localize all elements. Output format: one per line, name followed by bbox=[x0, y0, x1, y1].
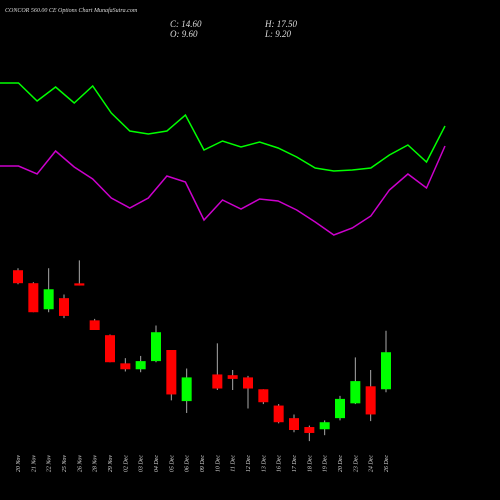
line bbox=[0, 82, 446, 172]
x-tick-label: 13 Dec bbox=[261, 455, 267, 472]
x-tick-label: 17 Dec bbox=[292, 455, 298, 472]
chart-title: CONCOR 560.00 CE Options Chart MunafaSut… bbox=[5, 7, 138, 14]
x-tick-label: 19 Dec bbox=[323, 455, 329, 472]
candle-body bbox=[120, 363, 131, 370]
candle-body bbox=[243, 377, 253, 389]
candle-body bbox=[227, 375, 238, 379]
x-tick-label: 24 Dec bbox=[368, 455, 375, 472]
candle-body bbox=[258, 389, 269, 403]
candle-body bbox=[273, 405, 284, 423]
x-tick-label: 26 Dec bbox=[384, 455, 390, 472]
x-tick-label: 28 Nov bbox=[93, 455, 99, 473]
x-tick-label: 23 Dec bbox=[353, 455, 359, 472]
x-tick-label: 12 Dec bbox=[246, 455, 252, 472]
x-tick-label: 20 Dec bbox=[338, 455, 344, 472]
x-tick-label: 04 Dec bbox=[153, 455, 160, 472]
candle-body bbox=[43, 289, 54, 310]
x-tick-label: 25 Nov bbox=[62, 455, 68, 473]
x-tick-label: 11 Dec bbox=[231, 455, 237, 472]
x-tick-label: 21 Nov bbox=[31, 455, 37, 473]
line bbox=[0, 145, 446, 236]
x-tick-label: 29 Nov bbox=[108, 455, 114, 473]
ohlc-label: L: 9.20 bbox=[264, 29, 292, 39]
x-tick-label: 22 Nov bbox=[47, 455, 53, 473]
candle-body bbox=[289, 418, 299, 430]
candle-body bbox=[151, 332, 161, 362]
x-tick-label: 02 Dec bbox=[123, 455, 129, 472]
candle-body bbox=[89, 320, 100, 330]
x-tick-label: 20 Nov bbox=[16, 455, 22, 473]
candle-body bbox=[212, 374, 223, 389]
x-tick-label: 06 Dec bbox=[185, 455, 191, 472]
ohlc-label: C: 14.60 bbox=[170, 19, 202, 29]
x-tick-label: 03 Dec bbox=[139, 455, 145, 472]
candle-body bbox=[28, 283, 39, 313]
candle-body bbox=[181, 377, 192, 402]
x-tick-label: 09 Dec bbox=[200, 455, 206, 472]
candle-body bbox=[365, 386, 376, 415]
candle-body bbox=[335, 398, 345, 419]
candle-body bbox=[135, 361, 146, 370]
candle-body bbox=[319, 422, 330, 430]
candle-body bbox=[381, 352, 391, 390]
x-tick-label: 05 Dec bbox=[169, 455, 175, 472]
candle-body bbox=[304, 427, 315, 433]
ohlc-label: H: 17.50 bbox=[264, 19, 297, 29]
candle-body bbox=[59, 298, 69, 316]
candle-body bbox=[166, 350, 177, 395]
candle-body bbox=[105, 335, 115, 363]
x-tick-label: 26 Nov bbox=[77, 455, 83, 473]
candle-body bbox=[13, 270, 23, 284]
candle-body bbox=[350, 381, 361, 404]
x-tick-label: 10 Dec bbox=[215, 455, 221, 472]
x-tick-label: 18 Dec bbox=[307, 455, 313, 472]
x-tick-label: 16 Dec bbox=[277, 455, 283, 472]
ohlc-label: O: 9.60 bbox=[170, 29, 198, 39]
candle-body bbox=[74, 283, 85, 286]
